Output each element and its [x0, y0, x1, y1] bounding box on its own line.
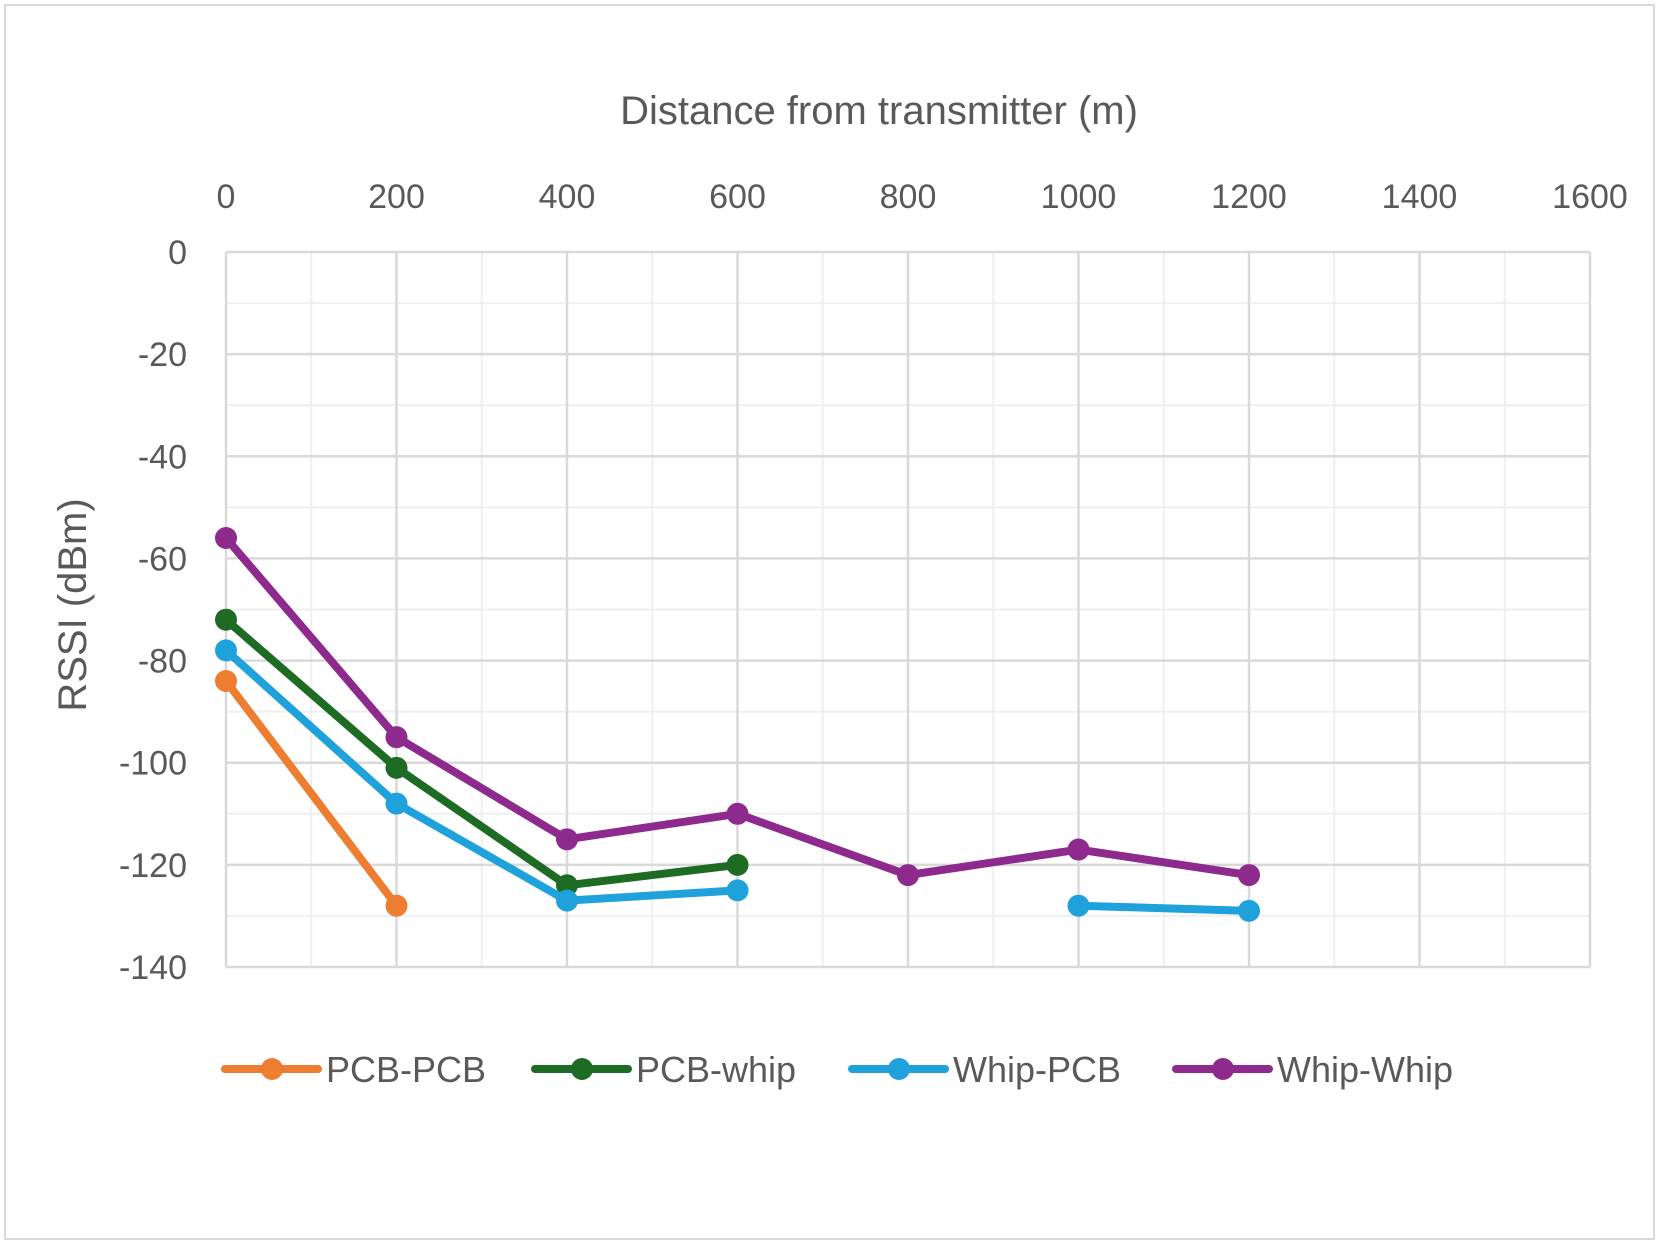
data-point-whip-pcb: [215, 639, 237, 662]
data-point-pcb-whip: [385, 756, 408, 779]
legend-marker: [261, 1058, 283, 1080]
data-point-whip-whip: [1238, 864, 1260, 887]
legend-item-pcb-whip: PCB-whip: [531, 1049, 796, 1090]
x-tick-label: 1400: [1382, 178, 1458, 216]
data-point-whip-pcb: [1067, 894, 1090, 917]
series-layer: [215, 527, 1260, 922]
data-point-whip-whip: [1067, 838, 1090, 861]
data-point-pcb-whip: [556, 874, 578, 897]
data-point-whip-whip: [897, 864, 919, 887]
series-line-whip-pcb: [222, 646, 742, 905]
data-point-whip-whip: [385, 726, 408, 749]
y-tick-label: 0: [168, 234, 187, 272]
legend-label: Whip-PCB: [953, 1049, 1121, 1090]
y-axis-title: RSSI (dBm): [51, 498, 95, 711]
x-tick-label: 600: [709, 178, 766, 216]
data-point-whip-whip: [215, 527, 237, 549]
legend-label: Whip-Whip: [1277, 1049, 1453, 1090]
y-tick-label: -140: [119, 949, 187, 987]
series-pcb-whip: [215, 608, 749, 897]
legend-label: PCB-PCB: [326, 1049, 486, 1090]
series-line-pcb-whip: [222, 615, 742, 890]
data-point-pcb-whip: [215, 608, 237, 631]
data-point-whip-pcb: [726, 879, 749, 902]
legend-item-whip-pcb: Whip-PCB: [848, 1049, 1121, 1090]
data-point-whip-whip: [556, 828, 578, 851]
series-whip-whip: [215, 527, 1260, 887]
x-axis-tick-labels: 0 200 400 600 800 1000 1200 1400 1600: [217, 178, 1628, 216]
data-point-whip-pcb: [556, 889, 578, 912]
y-tick-label: -40: [138, 438, 187, 476]
data-point-whip-pcb: [1238, 899, 1260, 922]
y-tick-label: -20: [138, 336, 187, 374]
x-tick-label: 200: [368, 178, 425, 216]
data-point-whip-whip: [726, 802, 749, 825]
chart-frame: [4, 4, 1655, 1240]
y-tick-label: -120: [119, 847, 187, 885]
y-tick-label: -100: [119, 745, 187, 783]
data-point-pcb-whip: [726, 853, 749, 876]
data-point-pcb-pcb: [215, 670, 237, 692]
series-pcb-pcb: [215, 670, 408, 917]
legend-item-pcb-pcb: PCB-PCB: [221, 1049, 486, 1090]
x-tick-label: 800: [880, 178, 937, 216]
data-point-pcb-pcb: [385, 894, 408, 917]
legend-marker: [1212, 1058, 1234, 1080]
major-gridlines: [224, 250, 1592, 969]
y-tick-label: -60: [138, 540, 187, 578]
legend: PCB-PCB PCB-whip Whip-PCB Whip-Whip: [221, 1049, 1453, 1090]
legend-label: PCB-whip: [636, 1049, 796, 1090]
x-tick-label: 0: [217, 178, 236, 216]
x-tick-label: 400: [539, 178, 596, 216]
legend-marker: [571, 1058, 593, 1080]
data-point-whip-pcb: [385, 792, 408, 815]
x-tick-label: 1000: [1041, 178, 1117, 216]
x-tick-label: 1200: [1211, 178, 1287, 216]
y-tick-label: -80: [138, 643, 187, 681]
series-whip-pcb: [215, 639, 1260, 922]
legend-marker: [888, 1058, 910, 1080]
legend-item-whip-whip: Whip-Whip: [1172, 1049, 1453, 1090]
series-line-whip-pcb: [1074, 901, 1253, 915]
y-axis-tick-labels: 0 -20 -40 -60 -80 -100 -120 -140: [119, 234, 187, 987]
x-axis-title: Distance from transmitter (m): [620, 89, 1138, 133]
x-tick-label: 1600: [1552, 178, 1628, 216]
series-line-pcb-pcb: [222, 677, 401, 910]
